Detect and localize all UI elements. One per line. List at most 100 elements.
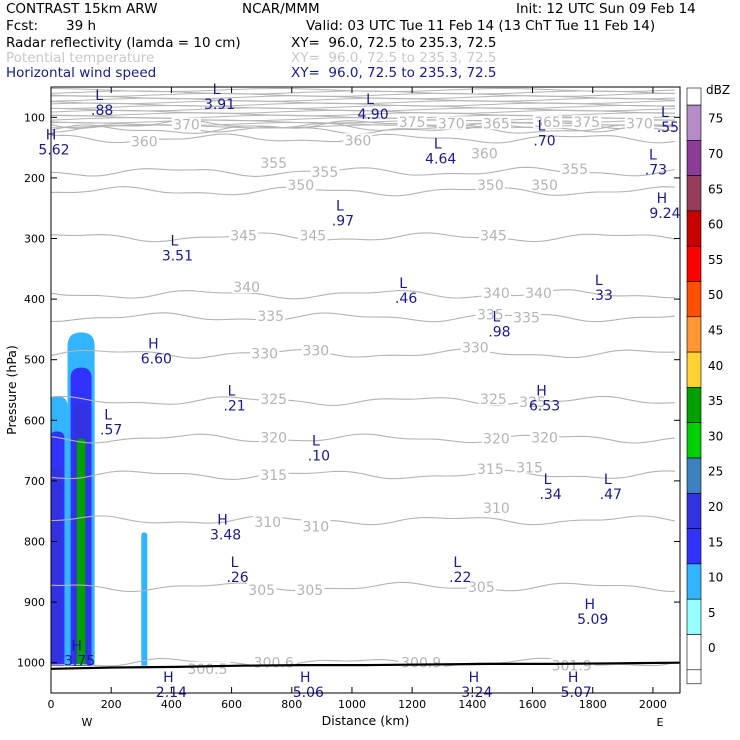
- theta-label: 320: [260, 430, 287, 446]
- x-tick-label: 400: [161, 698, 182, 711]
- y-tick-label: 100: [24, 111, 45, 124]
- wind-marker-value: 9.24: [649, 206, 680, 222]
- colorbar-label-30: 30: [708, 429, 723, 443]
- wind-marker-low: L: [493, 309, 501, 325]
- theta-label: 360: [131, 135, 158, 151]
- colorbar-label-75: 75: [708, 112, 723, 126]
- wind-marker-high: H: [469, 670, 480, 686]
- wind-marker-low: L: [231, 555, 239, 571]
- theta-label: 315: [516, 461, 543, 477]
- theta-label: 370: [173, 118, 200, 134]
- theta-contour-upper: [51, 90, 676, 95]
- model-title: CONTRAST 15km ARW: [6, 1, 158, 17]
- colorbar-label-0: 0: [708, 641, 716, 655]
- y-tick-label: 800: [24, 536, 45, 549]
- theta-label-bg: [436, 116, 466, 130]
- wind-marker-value: 5.62: [38, 143, 69, 159]
- field-xy-wind: XY= 96.0, 72.5 to 235.3, 72.5: [291, 65, 497, 81]
- y-tick-label: 500: [24, 354, 45, 367]
- field-name-wind: Horizontal wind speed: [6, 65, 157, 81]
- theta-label-bg: [301, 343, 331, 357]
- colorbar-label-5: 5: [708, 606, 716, 620]
- colorbar-label-40: 40: [708, 359, 723, 373]
- theta-label-bg: [481, 501, 512, 515]
- theta-label-bg: [250, 346, 280, 360]
- wind-marker-high: H: [568, 670, 579, 686]
- wind-marker-low: L: [434, 137, 442, 153]
- theta-label-bg: [478, 228, 509, 242]
- theta-label-bg: [397, 115, 427, 129]
- west-label: W: [82, 716, 93, 729]
- theta-label-bg: [295, 582, 325, 596]
- y-tick-label: 600: [24, 414, 45, 427]
- theta-label: 335: [257, 309, 284, 325]
- reflectivity-core-0-35: [76, 438, 86, 666]
- center-label: NCAR/MMM: [242, 1, 320, 17]
- theta-label: 300.5: [187, 662, 227, 678]
- theta-label-bg: [469, 146, 499, 160]
- wind-marker-value: 4.64: [425, 152, 456, 168]
- wind-marker-value: 3.48: [210, 527, 241, 543]
- y-axis-label: Pressure (hPa): [4, 345, 19, 435]
- init-time: Init: 12 UTC Sun 09 Feb 14: [516, 1, 696, 17]
- wind-marker-value: .97: [332, 213, 354, 229]
- colorbar-swatch-20: [686, 492, 702, 529]
- theta-contour-330: [51, 348, 676, 359]
- colorbar-label-35: 35: [708, 394, 723, 408]
- theta-label: 335: [477, 307, 504, 323]
- colorbar-swatch-50: [686, 281, 702, 318]
- theta-label: 330: [251, 347, 278, 363]
- theta-label-bg: [548, 658, 595, 672]
- wind-marker-value: .33: [591, 288, 613, 304]
- x-axis-label: Distance (km): [322, 713, 410, 728]
- theta-label: 315: [260, 468, 287, 484]
- theta-label-bg: [171, 117, 202, 131]
- theta-label: 360: [471, 147, 498, 163]
- colorbar-swatch-30: [686, 422, 702, 459]
- colorbar-swatch-45: [686, 316, 702, 353]
- theta-label: 300.6: [254, 656, 294, 672]
- theta-label-bg: [286, 178, 316, 192]
- theta-label-bg: [514, 460, 545, 474]
- reflectivity-core-1-20: [52, 466, 62, 666]
- theta-contour-upper: [51, 92, 675, 97]
- y-tick-label: 700: [24, 475, 45, 488]
- wind-marker-value: 5.09: [577, 612, 608, 628]
- theta-label: 350: [287, 178, 314, 194]
- theta-contour-340: [51, 289, 676, 300]
- theta-label: 365: [534, 115, 561, 131]
- reflectivity-shading: [51, 332, 148, 666]
- colorbar-swatch-75: [686, 104, 702, 141]
- theta-label: 310: [483, 501, 510, 517]
- wind-marker-low: L: [336, 198, 344, 214]
- colorbar-swatch-5: [686, 598, 702, 635]
- y-tick-label: 200: [24, 172, 45, 185]
- wind-marker-low: L: [399, 276, 407, 292]
- theta-label: 305: [248, 583, 275, 599]
- colorbar-swatch-70: [686, 140, 702, 176]
- theta-label: 360: [345, 133, 372, 149]
- forecast-label: Fcst:: [6, 18, 39, 34]
- x-tick-label: 0: [48, 698, 55, 711]
- wind-marker-value: 6.53: [529, 398, 560, 414]
- wind-marker-value: 4.90: [357, 107, 388, 123]
- theta-contour-upper: [51, 124, 676, 129]
- y-tick-label: 300: [24, 233, 45, 246]
- wind-marker-low: L: [453, 555, 461, 571]
- wind-marker-value: 3.75: [64, 653, 95, 669]
- y-tick-label: 900: [24, 596, 45, 609]
- theta-contour-350: [51, 186, 676, 197]
- wind-marker-value: .73: [645, 163, 667, 179]
- wind-marker-value: .26: [226, 570, 248, 586]
- theta-label-bg: [572, 115, 602, 129]
- y-tick-label: 400: [24, 293, 45, 306]
- colorbar-top-cap: [686, 87, 702, 106]
- theta-contour-345: [51, 232, 676, 243]
- colorbar-swatch-0: [686, 634, 702, 671]
- theta-label: 355: [260, 156, 287, 172]
- colorbar-swatch-15: [686, 528, 702, 565]
- theta-contour-upper: [51, 105, 676, 109]
